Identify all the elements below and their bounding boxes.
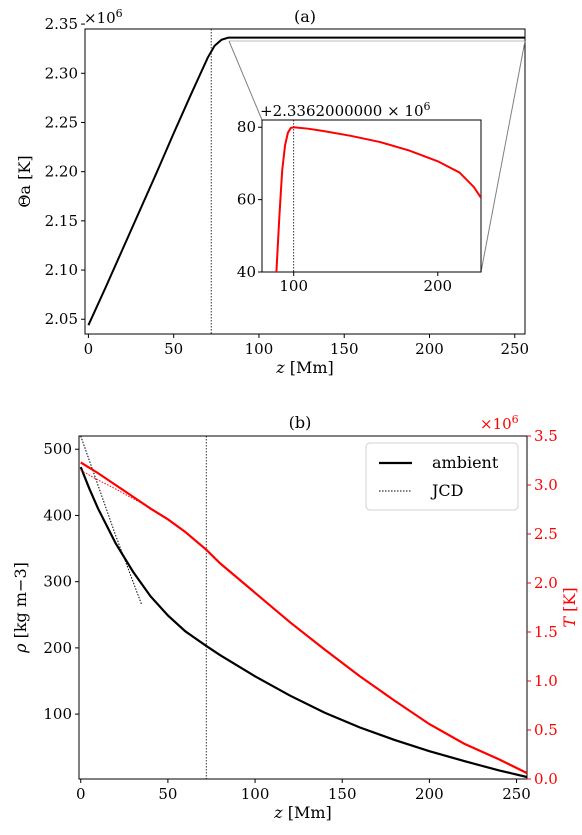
inset-connector-2 <box>481 41 525 272</box>
x-tick-label-a: 0 <box>84 340 94 358</box>
series-line-b-1 <box>81 436 142 605</box>
panel-b: 0 50 100 150 200 250 100 200 300 400 500 0.0 0.5 1.0 1… <box>11 413 579 822</box>
x-tick-label-a: 50 <box>164 340 183 358</box>
y-tick-label-a: 2.35 <box>45 15 78 33</box>
y2-tick-label-b: 0.0 <box>534 770 558 788</box>
x-tick-label-b: 150 <box>328 785 357 803</box>
x-axis-label-b: z [Mm] <box>273 803 332 822</box>
series-line-b-0 <box>81 467 527 777</box>
y-tick-label-a: 2.25 <box>45 113 78 131</box>
panel-a: 0 50 100 150 200 250 2.05 2.10 2.15 2.20 2.25 2.30 2… <box>15 7 529 377</box>
y-tick-label-b: 200 <box>43 639 72 657</box>
x-tick-label-b: 200 <box>415 785 444 803</box>
y-axis-label-b: ρ [kg m−3] <box>11 562 30 654</box>
y-tick-label-a: 2.15 <box>45 212 78 230</box>
y-tick-label-a: 2.10 <box>45 261 78 279</box>
x-tick-label-a: 100 <box>245 340 274 358</box>
y-tick-label-b: 300 <box>43 573 72 591</box>
x-tick-label-a: 250 <box>500 340 529 358</box>
y-axis-label-a: Θa [K] <box>15 155 34 207</box>
y2-tick-label-b: 3.5 <box>534 427 558 445</box>
y-tick-label-a: 2.20 <box>45 163 78 181</box>
x-axis-label-a: z [Mm] <box>275 358 334 377</box>
inset-x-tick-label: 100 <box>279 277 308 295</box>
y-tick-label-b: 400 <box>43 506 72 524</box>
inset-x-tick-label: 200 <box>423 277 452 295</box>
y2-tick-label-b: 1.0 <box>534 672 558 690</box>
legend-label: ambient <box>432 453 499 472</box>
inset-y-tick-label: 40 <box>237 263 256 281</box>
y-tick-label-b: 100 <box>43 705 72 723</box>
y2-tick-label-b: 2.5 <box>534 525 558 543</box>
x-tick-label-b: 0 <box>76 785 86 803</box>
y2-tick-label-b: 2.0 <box>534 574 558 592</box>
x-tick-label-a: 150 <box>330 340 359 358</box>
inset-series-line-0 <box>276 127 481 272</box>
y-tick-label-a: 2.30 <box>45 64 78 82</box>
y-tick-label-a: 2.05 <box>45 310 78 328</box>
inset-connector-1 <box>229 41 262 120</box>
chart-title-a: (a) <box>294 7 316 26</box>
x-tick-label-b: 100 <box>241 785 270 803</box>
y2-tick-label-b: 3.0 <box>534 476 558 494</box>
y2-tick-label-b: 0.5 <box>534 721 558 739</box>
inset-y-tick-label: 80 <box>237 118 256 136</box>
y2-tick-label-b: 1.5 <box>534 623 558 641</box>
y2-multiplier-b: ×106 <box>480 413 519 433</box>
inset-offset-label: +2.3362000000 × 106 <box>260 100 431 120</box>
legend-b: ambient JCD <box>366 443 518 510</box>
x-tick-label-a: 200 <box>415 340 444 358</box>
chart-title-b: (b) <box>289 413 312 432</box>
inset-frame <box>262 120 481 272</box>
legend-label: JCD <box>430 481 463 500</box>
y-tick-label-b: 500 <box>43 440 72 458</box>
y-multiplier-a: ×106 <box>84 7 123 27</box>
y2-axis-label-b: T [K] <box>560 587 579 627</box>
x-tick-label-b: 50 <box>158 785 177 803</box>
inset-y-tick-label: 60 <box>237 191 256 209</box>
x-tick-label-b: 250 <box>502 785 531 803</box>
series-line-b-3 <box>81 470 151 507</box>
